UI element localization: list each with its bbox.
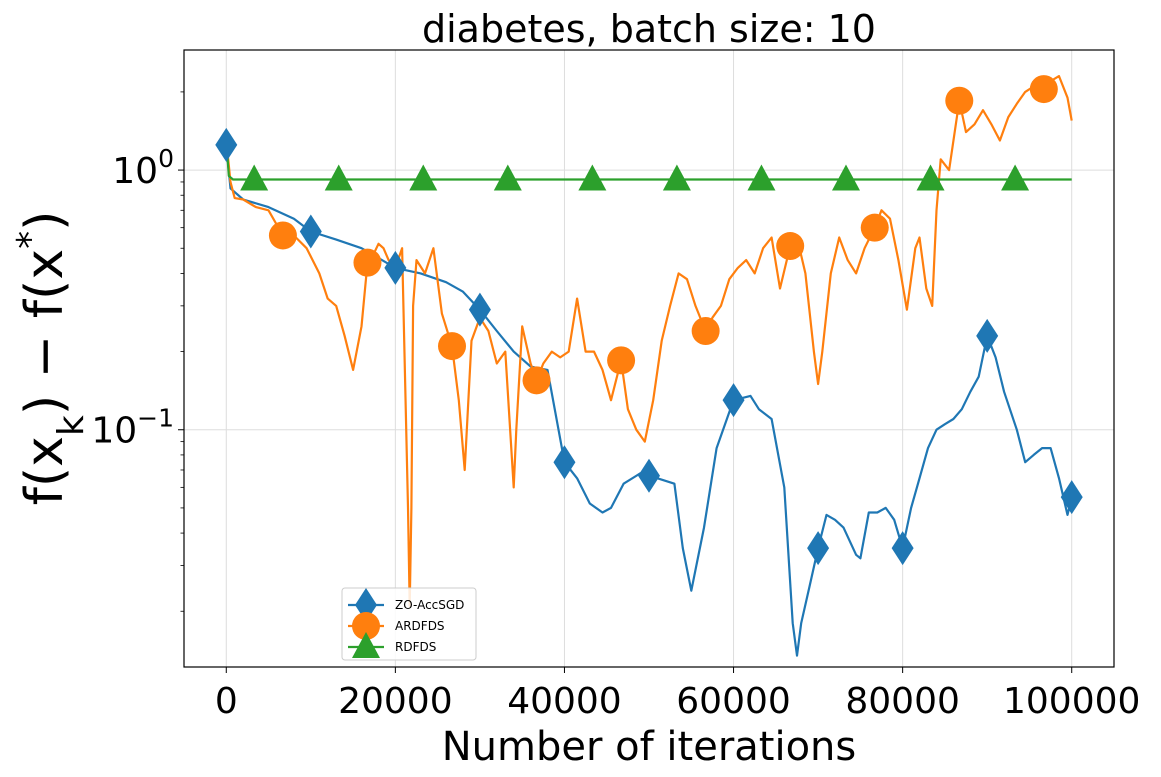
y-axis-label: f(xk) − f(x*) [10, 211, 92, 506]
series-marker-zo-accsgd [1060, 480, 1083, 515]
series-marker-rdfds [662, 164, 691, 191]
series-marker-zo-accsgd [638, 458, 660, 493]
series-marker-zo-accsgd [215, 127, 238, 162]
series-marker-ardfds [268, 221, 297, 250]
series-marker-zo-accsgd [384, 250, 407, 285]
x-tick-label: 40000 [507, 681, 622, 722]
legend-marker-ardfds [352, 612, 380, 640]
chart-title: diabetes, batch size: 10 [422, 7, 876, 51]
grid [184, 50, 1114, 667]
series-marker-zo-accsgd [807, 531, 830, 566]
series-lines [225, 74, 1073, 657]
series-marker-rdfds [409, 164, 438, 191]
series-marker-rdfds [747, 164, 776, 191]
y-tick-label: 10−1 [91, 404, 174, 452]
y-axis-ticks: 10−1 100 [91, 144, 184, 452]
series-marker-rdfds [831, 164, 860, 191]
x-axis-label: Number of iterations [442, 724, 857, 770]
series-line-rdfds [225, 140, 1072, 181]
series-marker-ardfds [776, 232, 805, 261]
legend: ZO-AccSGD ARDFDS RDFDS [341, 587, 477, 661]
y-tick-label: 100 [112, 144, 174, 192]
series-marker-ardfds [438, 332, 467, 361]
series-marker-zo-accsgd [468, 292, 491, 327]
legend-label-zo-accsgd: ZO-AccSGD [395, 598, 464, 612]
x-axis-ticks: 0 20000 40000 60000 80000 100000 [215, 667, 1140, 722]
series-marker-rdfds [1001, 164, 1030, 191]
series-marker-zo-accsgd [299, 214, 322, 249]
series-marker-rdfds [916, 164, 945, 191]
series-marker-zo-accsgd [722, 383, 745, 418]
x-tick-label: 100000 [1003, 681, 1140, 722]
series-marker-zo-accsgd [891, 531, 914, 566]
series-marker-ardfds [353, 248, 382, 277]
series-marker-ardfds [607, 346, 636, 375]
series-marker-ardfds [860, 213, 889, 242]
x-tick-label: 0 [215, 681, 238, 722]
series-marker-rdfds [324, 164, 353, 191]
series-markers [215, 75, 1083, 566]
legend-label-rdfds: RDFDS [395, 640, 436, 654]
x-tick-label: 80000 [845, 681, 960, 722]
x-tick-label: 20000 [338, 681, 453, 722]
x-tick-label: 60000 [676, 681, 791, 722]
series-marker-ardfds [1029, 75, 1058, 104]
series-marker-rdfds [493, 164, 522, 191]
legend-label-ardfds: ARDFDS [395, 619, 445, 633]
plot-frame [183, 49, 1115, 668]
series-marker-ardfds [522, 366, 551, 395]
series-marker-ardfds [945, 86, 974, 115]
legend-marker-rdfds [352, 632, 380, 658]
series-marker-zo-accsgd [553, 445, 576, 480]
series-line-ardfds [225, 74, 1073, 607]
series-line-zo-accsgd [225, 144, 1073, 657]
series-marker-ardfds [691, 317, 720, 346]
series-marker-rdfds [578, 164, 607, 191]
series-marker-zo-accsgd [976, 318, 999, 353]
series-marker-rdfds [240, 164, 269, 191]
